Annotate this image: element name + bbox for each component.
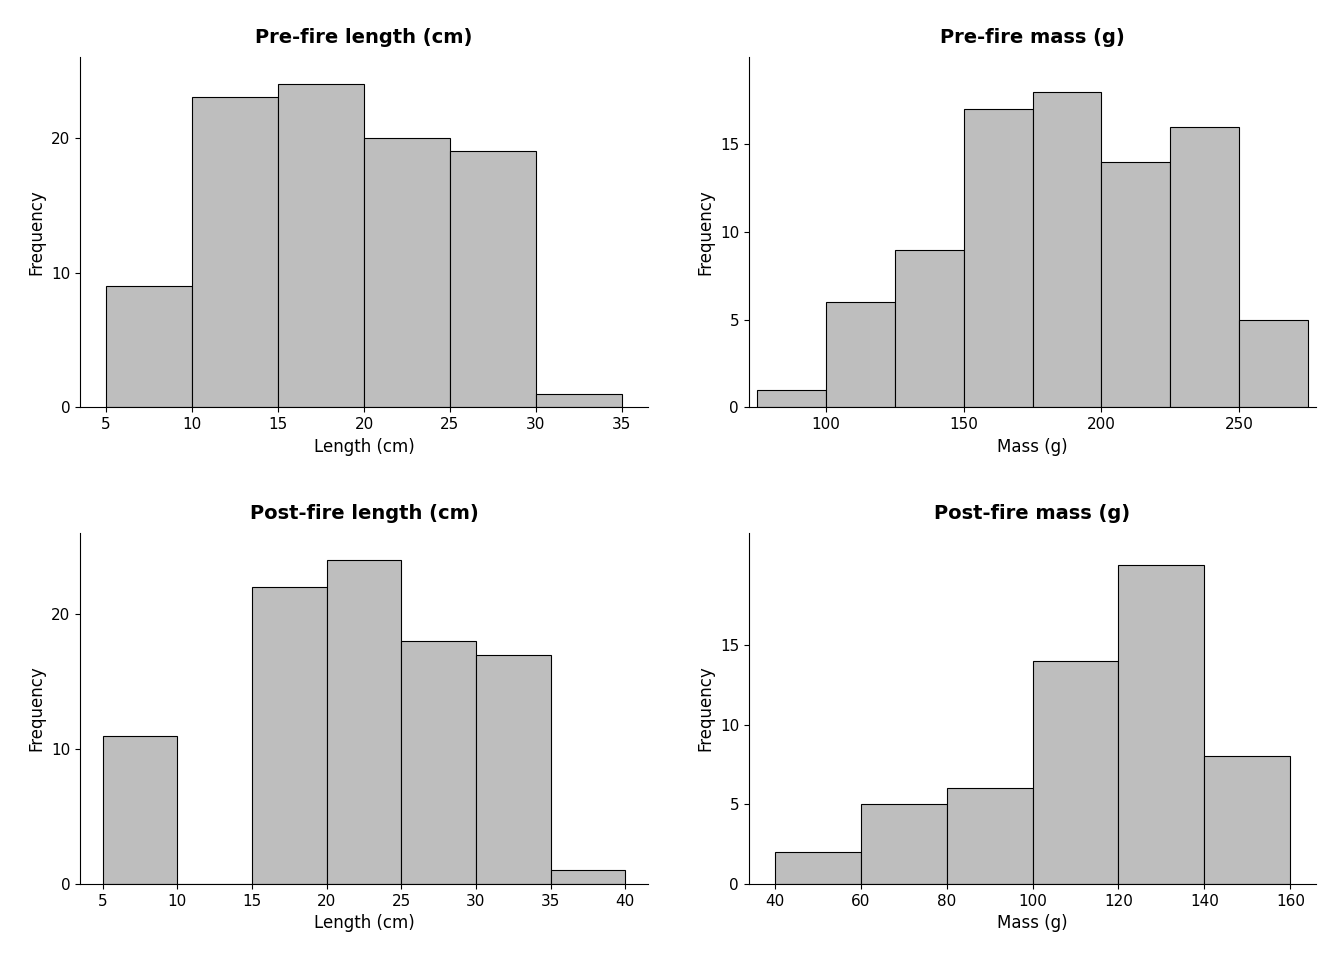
Bar xyxy=(476,655,551,884)
Bar xyxy=(827,302,895,407)
Bar xyxy=(1101,162,1171,407)
Bar xyxy=(253,588,327,884)
Bar xyxy=(192,97,278,407)
X-axis label: Length (cm): Length (cm) xyxy=(313,914,414,932)
Bar xyxy=(536,394,622,407)
Bar xyxy=(402,641,476,884)
X-axis label: Mass (g): Mass (g) xyxy=(997,914,1068,932)
Bar xyxy=(757,390,827,407)
Title: Pre-fire mass (g): Pre-fire mass (g) xyxy=(941,28,1125,47)
Bar xyxy=(551,871,625,884)
Bar xyxy=(364,137,450,407)
Bar xyxy=(1118,565,1204,884)
Y-axis label: Frequency: Frequency xyxy=(696,665,714,752)
Bar xyxy=(327,561,402,884)
X-axis label: Mass (g): Mass (g) xyxy=(997,438,1068,456)
Bar xyxy=(1204,756,1290,884)
Title: Post-fire length (cm): Post-fire length (cm) xyxy=(250,504,478,523)
Title: Pre-fire length (cm): Pre-fire length (cm) xyxy=(255,28,473,47)
Bar xyxy=(964,109,1032,407)
Y-axis label: Frequency: Frequency xyxy=(696,189,714,275)
Bar xyxy=(278,84,364,407)
Bar xyxy=(774,852,860,884)
Bar xyxy=(102,735,177,884)
Bar xyxy=(1239,320,1308,407)
Bar xyxy=(860,804,946,884)
Bar xyxy=(1032,92,1101,407)
Y-axis label: Frequency: Frequency xyxy=(28,665,46,752)
Title: Post-fire mass (g): Post-fire mass (g) xyxy=(934,504,1130,523)
Bar xyxy=(106,286,192,407)
Y-axis label: Frequency: Frequency xyxy=(28,189,46,275)
Bar xyxy=(450,151,536,407)
Bar xyxy=(946,788,1032,884)
Bar xyxy=(1032,660,1118,884)
Bar xyxy=(895,250,964,407)
Bar xyxy=(1171,127,1239,407)
X-axis label: Length (cm): Length (cm) xyxy=(313,438,414,456)
